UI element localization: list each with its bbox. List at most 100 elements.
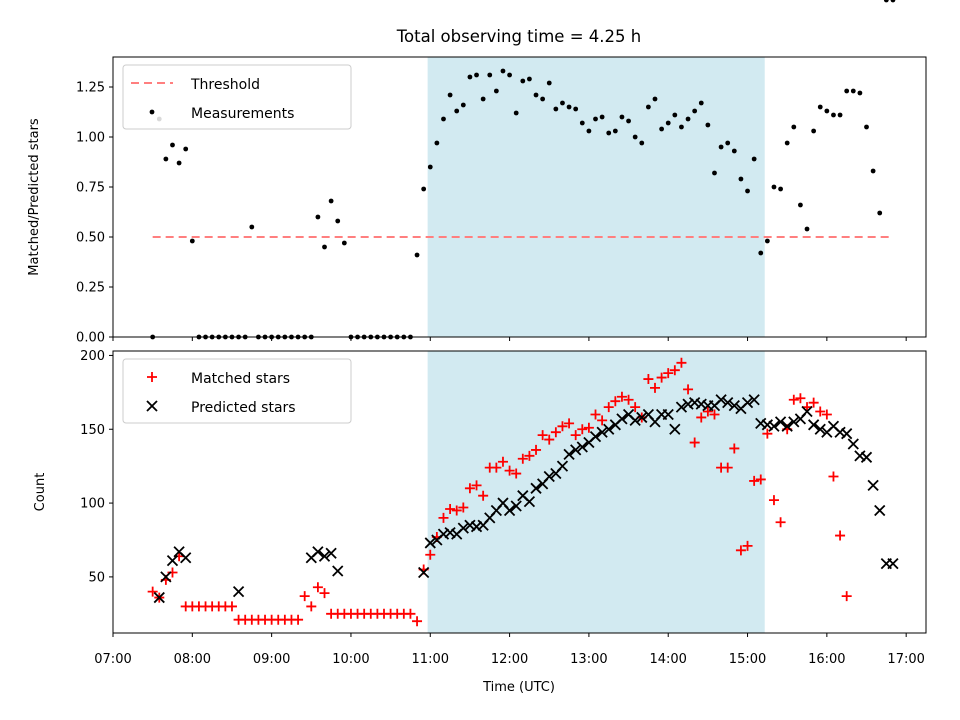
measurement-point bbox=[427, 164, 433, 170]
matched-star-point bbox=[147, 586, 158, 597]
predicted-star-point bbox=[807, 419, 820, 431]
measurement-point bbox=[751, 156, 757, 162]
measurement-point bbox=[593, 116, 598, 122]
predicted-star-point bbox=[768, 420, 780, 432]
measurement-point bbox=[692, 108, 698, 114]
predicted-star-point bbox=[874, 504, 886, 517]
measurement-point bbox=[665, 120, 671, 126]
top-highlight-span bbox=[427, 57, 765, 337]
matched-star-point bbox=[616, 391, 627, 402]
top-panel: 0.00 0.25 0.50 0.75 1.00 1.25 Matched/Predict… bbox=[27, 0, 927, 346]
measurement-point bbox=[864, 124, 869, 130]
matched-star-point bbox=[689, 437, 700, 448]
matched-star-point bbox=[729, 443, 740, 454]
measurement-point bbox=[573, 106, 579, 112]
matched-star-point bbox=[828, 471, 839, 482]
x-tick-label: 16:00 bbox=[808, 652, 845, 667]
predicted-star-point bbox=[715, 394, 727, 406]
predicted-star-point bbox=[570, 444, 582, 456]
measurement-point bbox=[705, 122, 711, 128]
predicted-star-point bbox=[755, 417, 767, 429]
predicted-star-point bbox=[841, 428, 853, 440]
matched-star-point bbox=[464, 483, 475, 494]
measurement-point bbox=[183, 146, 189, 152]
measurement-point bbox=[791, 124, 797, 130]
predicted-star-point bbox=[603, 423, 615, 435]
matched-star-point bbox=[821, 409, 832, 420]
measurement-point bbox=[579, 120, 585, 126]
measurement-point bbox=[170, 142, 175, 148]
matched-star-point bbox=[610, 396, 621, 407]
matched-star-point bbox=[590, 409, 601, 420]
measurement-point bbox=[612, 128, 618, 134]
top-marks bbox=[150, 0, 896, 340]
matched-star-point bbox=[742, 540, 753, 551]
y-tick-label: 1.00 bbox=[76, 131, 105, 146]
matched-star-point bbox=[306, 601, 317, 612]
matched-star-point bbox=[531, 444, 542, 455]
predicted-star-point bbox=[318, 550, 331, 562]
measurement-point bbox=[758, 250, 764, 256]
matched-star-point bbox=[702, 406, 713, 417]
measurement-point bbox=[712, 170, 717, 176]
x-tick-label: 15:00 bbox=[729, 652, 766, 667]
predicted-star-point bbox=[464, 519, 476, 531]
y-tick-label: 100 bbox=[80, 497, 105, 512]
measurement-point bbox=[441, 116, 446, 122]
measurement-point bbox=[434, 140, 440, 146]
measurement-point bbox=[804, 226, 810, 232]
matched-star-point bbox=[788, 394, 799, 405]
measurement-point bbox=[764, 238, 770, 244]
matched-star-point bbox=[749, 475, 760, 486]
matched-star-point bbox=[491, 462, 502, 473]
measurement-point bbox=[566, 104, 572, 110]
matched-star-point bbox=[299, 591, 310, 602]
predicted-star-point bbox=[636, 411, 648, 424]
predicted-star-point bbox=[741, 397, 754, 409]
matched-star-point bbox=[497, 456, 508, 467]
matched-star-point bbox=[762, 428, 773, 439]
measurement-point bbox=[533, 92, 539, 98]
matched-star-point bbox=[683, 384, 694, 395]
matched-star-point bbox=[841, 591, 852, 602]
matched-star-point bbox=[597, 415, 608, 426]
predicted-star-point bbox=[576, 441, 588, 453]
measurement-point bbox=[659, 126, 665, 132]
bottom-marks bbox=[147, 358, 899, 627]
y-tick-label: 200 bbox=[80, 349, 105, 364]
measurement-point bbox=[850, 88, 856, 94]
measurement-point bbox=[632, 134, 638, 140]
matched-star-point bbox=[471, 480, 482, 491]
matched-star-point bbox=[835, 530, 846, 541]
measurement-point bbox=[176, 160, 182, 166]
matched-star-point bbox=[623, 394, 634, 405]
measurement-point bbox=[857, 90, 863, 96]
measurement-point bbox=[652, 96, 658, 102]
x-tick-label: 11:00 bbox=[412, 652, 449, 667]
measurement-point bbox=[447, 92, 453, 98]
measurement-point bbox=[844, 88, 850, 94]
matched-star-point bbox=[630, 402, 641, 413]
x-tick-label: 10:00 bbox=[332, 652, 369, 667]
x-tick-label: 17:00 bbox=[887, 652, 924, 667]
measurement-point bbox=[771, 184, 777, 190]
legend-label: Measurements bbox=[191, 106, 294, 122]
measurement-point bbox=[639, 140, 645, 146]
measurement-point bbox=[831, 112, 836, 118]
predicted-star-point bbox=[748, 394, 760, 406]
legend-swatch bbox=[146, 400, 158, 412]
y-tick-label: 150 bbox=[80, 423, 105, 438]
measurement-point bbox=[870, 168, 876, 174]
matched-star-point bbox=[458, 502, 469, 513]
matched-star-point bbox=[451, 505, 462, 516]
measurement-point bbox=[560, 100, 565, 106]
top-legend: Threshold Measurements bbox=[122, 64, 352, 130]
predicted-star-point bbox=[589, 430, 602, 443]
y-tick-label: 0.75 bbox=[76, 181, 105, 196]
predicted-star-point bbox=[153, 591, 165, 604]
measurement-point bbox=[718, 144, 724, 150]
matched-star-point bbox=[722, 462, 733, 473]
matched-star-point bbox=[504, 465, 515, 476]
matched-star-point bbox=[226, 601, 237, 612]
